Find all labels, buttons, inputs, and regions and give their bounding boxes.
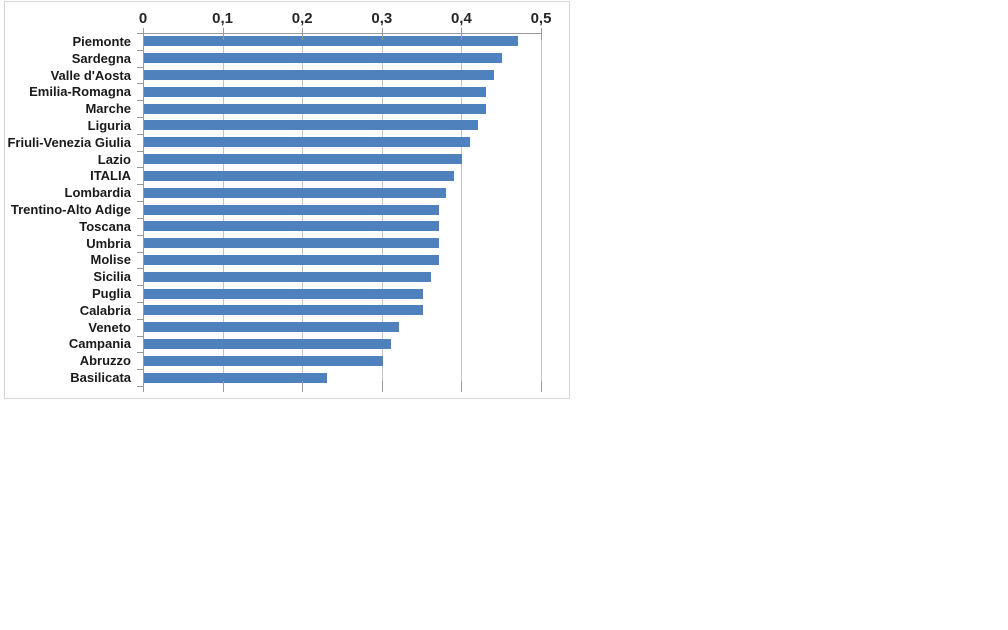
- category-boundary-tick: [137, 66, 143, 68]
- bar: [144, 338, 391, 349]
- category-label: Umbria: [86, 235, 131, 251]
- category-label: ITALIA: [90, 168, 131, 184]
- category-boundary-tick: [137, 83, 143, 85]
- category-label: Veneto: [88, 319, 131, 335]
- category-boundary-tick: [137, 217, 143, 219]
- bar: [144, 372, 327, 383]
- category-boundary-tick: [137, 285, 143, 287]
- category-label: Valle d'Aosta: [50, 67, 131, 83]
- category-axis-line: [143, 33, 144, 391]
- category-boundary-tick: [137, 352, 143, 354]
- x-axis-major-tick: [461, 28, 463, 40]
- category-boundary-tick: [137, 251, 143, 253]
- x-axis-bottom-tick: [461, 381, 463, 392]
- category-boundary-tick: [137, 318, 143, 320]
- bar: [144, 322, 399, 333]
- bar: [144, 288, 423, 299]
- category-label: Emilia-Romagna: [29, 84, 131, 100]
- x-axis-bottom-tick: [302, 381, 304, 392]
- category-boundary-tick: [137, 201, 143, 203]
- bar: [144, 70, 494, 81]
- category-label: Basilicata: [70, 370, 131, 386]
- x-axis-major-tick: [381, 28, 383, 40]
- bar: [144, 53, 502, 64]
- category-label: Liguria: [87, 117, 131, 133]
- category-boundary-tick: [137, 335, 143, 337]
- category-boundary-tick: [137, 49, 143, 51]
- category-label: Puglia: [91, 286, 131, 302]
- plot-top-border: [143, 33, 541, 34]
- category-label: Sardegna: [71, 50, 131, 66]
- bar: [144, 204, 439, 215]
- bar: [144, 103, 486, 114]
- category-boundary-tick: [137, 167, 143, 169]
- x-axis-tick-label: 0,1: [212, 10, 234, 27]
- chart-frame: 0 0,1 0,2 0,3 0,4 0,5 Piemonte Sardegna Valle d…: [4, 1, 570, 399]
- x-axis-gridline: [461, 33, 463, 386]
- category-label: Toscana: [79, 218, 131, 234]
- bar: [144, 187, 446, 198]
- category-boundary-tick: [137, 301, 143, 303]
- bar: [144, 86, 486, 97]
- category-boundary-tick: [137, 117, 143, 119]
- category-label: Marche: [85, 101, 131, 117]
- category-label: Sicilia: [93, 269, 131, 285]
- x-axis-bottom-tick: [381, 381, 383, 392]
- category-label: Molise: [90, 252, 131, 268]
- x-axis-tick-label: 0,4: [450, 10, 472, 27]
- bar: [144, 36, 518, 47]
- bar: [144, 137, 470, 148]
- bar: [144, 254, 439, 265]
- category-label: Calabria: [79, 302, 131, 318]
- category-label: Piemonte: [72, 33, 131, 49]
- category-label: Lazio: [97, 151, 131, 167]
- category-boundary-tick: [137, 386, 143, 387]
- x-axis-gridline: [541, 33, 542, 386]
- category-label: Abruzzo: [79, 353, 131, 369]
- category-boundary-tick: [137, 150, 143, 152]
- bar: [144, 170, 454, 181]
- category-label: Lombardia: [64, 185, 131, 201]
- x-axis-tick-label: 0: [138, 10, 148, 27]
- x-axis-tick-label: 0,2: [291, 10, 313, 27]
- category-boundary-tick: [137, 234, 143, 236]
- category-boundary-tick: [137, 268, 143, 270]
- x-axis-major-tick: [222, 28, 224, 40]
- x-axis-tick-label: 0,3: [371, 10, 393, 27]
- bar: [144, 355, 383, 366]
- category-label: Trentino-Alto Adige: [10, 201, 131, 217]
- bar: [144, 221, 439, 232]
- category-boundary-tick: [137, 369, 143, 371]
- category-boundary-tick: [137, 133, 143, 135]
- bar: [144, 238, 439, 249]
- bar: [144, 305, 423, 316]
- bar: [144, 154, 462, 165]
- bar: [144, 120, 478, 131]
- x-axis-bottom-tick: [541, 381, 542, 392]
- category-boundary-tick: [137, 184, 143, 186]
- category-label: Campania: [68, 336, 131, 352]
- x-axis-major-tick: [541, 28, 542, 40]
- x-axis-bottom-tick: [222, 381, 224, 392]
- category-label: Friuli-Venezia Giulia: [7, 134, 131, 150]
- category-boundary-tick: [137, 100, 143, 102]
- x-axis-tick-label: 0,5: [530, 10, 552, 27]
- bar: [144, 271, 431, 282]
- category-boundary-tick: [137, 33, 143, 34]
- x-axis-major-tick: [302, 28, 304, 40]
